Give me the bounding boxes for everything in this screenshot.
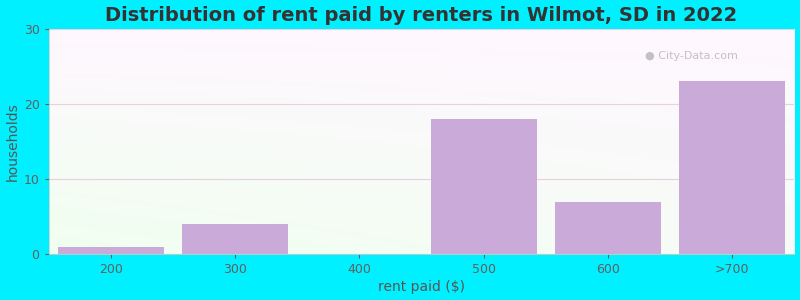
- Bar: [555, 202, 661, 254]
- Title: Distribution of rent paid by renters in Wilmot, SD in 2022: Distribution of rent paid by renters in …: [106, 6, 738, 25]
- Bar: [182, 224, 288, 254]
- Bar: [679, 82, 785, 254]
- X-axis label: rent paid ($): rent paid ($): [378, 280, 465, 294]
- Bar: [58, 247, 164, 254]
- Bar: [431, 119, 537, 254]
- Y-axis label: households: households: [6, 102, 19, 181]
- Text: ● City-Data.com: ● City-Data.com: [646, 51, 738, 61]
